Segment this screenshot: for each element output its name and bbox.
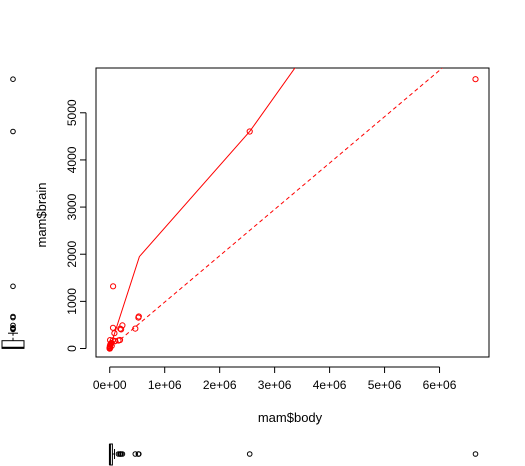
plot-frame: [95, 67, 490, 358]
y-tick-label: 3000: [65, 193, 79, 220]
y-axis: 0 1000 2000 3000 4000 5000: [65, 99, 87, 352]
x-tick-label: 6e+06: [423, 378, 457, 392]
x-axis: 0e+00 1e+06 2e+06 3e+06 4e+06 5e+06 6e+06: [93, 366, 457, 392]
data-point: [110, 283, 117, 290]
data-point: [132, 325, 139, 332]
y-tick-label: 0: [65, 345, 79, 352]
marginal-y-outlier: [10, 322, 16, 329]
y-tick-label: 4000: [65, 146, 79, 173]
data-point: [119, 322, 126, 329]
x-tick-label: 3e+06: [258, 378, 292, 392]
data-point: [472, 76, 479, 83]
marginal-y-outlier: [10, 283, 16, 290]
y-tick-label: 5000: [65, 99, 79, 126]
data-point: [246, 128, 253, 135]
data-point: [111, 330, 118, 337]
data-point: [135, 313, 142, 320]
marginal-x-outlier: [136, 451, 142, 457]
data-point: [109, 324, 117, 331]
y-tick-label: 1000: [65, 288, 79, 315]
data-point: [107, 337, 114, 344]
x-tick-label: 2e+06: [203, 378, 237, 392]
marginal-x-boxplot: [108, 443, 479, 466]
data-points: [106, 76, 479, 352]
x-tick-label: 1e+06: [148, 378, 182, 392]
dashed-fit-line: [109, 68, 443, 349]
y-axis-label: mam$brain: [34, 182, 49, 247]
x-axis-label: mam$body: [258, 410, 323, 425]
marginal-y-boxplot: [1, 76, 25, 349]
marginal-y-outlier: [10, 128, 16, 135]
x-tick-label: 5e+06: [368, 378, 402, 392]
fit-lines: [109, 68, 443, 349]
y-tick-label: 2000: [65, 241, 79, 268]
x-tick-label: 0e+00: [93, 378, 127, 392]
marginal-y-outlier: [10, 76, 16, 82]
marginal-x-outlier: [119, 451, 126, 457]
marginal-x-outlier: [132, 451, 139, 457]
marginal-y-outlier: [10, 325, 16, 331]
marginal-y-outlier: [10, 313, 16, 320]
marginal-x-outlier: [246, 451, 253, 457]
solid-fit-line: [109, 68, 296, 349]
data-point: [106, 345, 113, 352]
x-tick-label: 4e+06: [313, 378, 347, 392]
marginal-x-outlier: [472, 451, 479, 457]
data-point: [118, 326, 125, 333]
